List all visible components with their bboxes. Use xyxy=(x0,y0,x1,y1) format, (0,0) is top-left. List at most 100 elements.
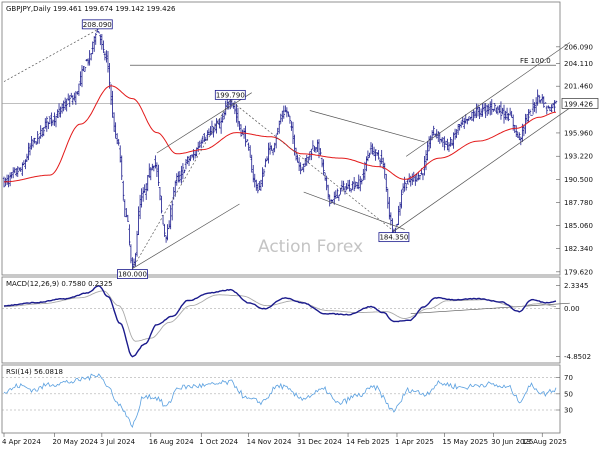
price-bar xyxy=(440,138,443,143)
price-bar xyxy=(83,67,87,72)
x-tick-label: 16 Aug 2024 xyxy=(149,438,194,446)
price-bar xyxy=(507,113,510,122)
price-bar xyxy=(441,137,445,148)
price-bar xyxy=(288,115,292,124)
price-bar xyxy=(157,164,160,186)
price-bar xyxy=(232,102,235,109)
price-bar xyxy=(305,154,308,166)
price-bar xyxy=(138,194,142,220)
price-bar xyxy=(80,65,84,88)
price-bar xyxy=(175,173,178,186)
price-bar xyxy=(25,153,29,162)
rsi-panel-title: RSI(14) 56.0818 xyxy=(6,368,63,376)
price-bar xyxy=(39,125,42,139)
trendline-channel2-upper xyxy=(309,110,425,143)
price-bar xyxy=(204,136,208,141)
price-bar xyxy=(177,171,180,183)
price-panel xyxy=(1,1,561,276)
price-bar xyxy=(325,175,328,191)
price-bar xyxy=(281,110,284,122)
price-bar xyxy=(79,71,82,86)
price-bar xyxy=(453,128,457,140)
y-tick-label: 70 xyxy=(564,374,573,382)
price-bar xyxy=(178,171,182,183)
price-bar xyxy=(502,104,506,124)
price-bar xyxy=(501,107,504,115)
price-bar xyxy=(426,140,429,161)
price-bar xyxy=(278,120,281,134)
x-tick-label: 14 Nov 2024 xyxy=(247,438,292,446)
price-bar xyxy=(519,136,523,146)
price-bar xyxy=(149,167,152,181)
price-bar xyxy=(377,150,380,160)
trendline-channel3-upper xyxy=(405,42,570,157)
price-bar xyxy=(456,124,460,135)
moving-average xyxy=(4,85,557,183)
price-bar xyxy=(112,112,116,132)
price-bar xyxy=(67,93,70,101)
price-bar xyxy=(423,155,426,176)
y-tick-label: 0.00 xyxy=(564,305,580,313)
price-bar xyxy=(398,201,402,216)
price-bar xyxy=(203,132,206,143)
price-bar xyxy=(374,149,377,161)
price-bar xyxy=(346,179,350,190)
price-bar xyxy=(372,146,376,157)
price-bar xyxy=(287,111,290,117)
callout-box xyxy=(117,269,148,280)
price-bar xyxy=(18,167,21,171)
macd-lines xyxy=(3,285,557,358)
price-bar xyxy=(343,186,347,195)
price-bar xyxy=(481,103,484,117)
fib-level-label: FE 100.0 xyxy=(520,57,551,65)
price-bar xyxy=(163,224,166,237)
price-bar xyxy=(36,131,39,144)
x-tick-label: 20 May 2024 xyxy=(52,438,98,446)
price-bar xyxy=(218,118,221,129)
price-bar xyxy=(484,103,487,119)
price-bar xyxy=(473,110,477,119)
price-bar xyxy=(146,175,149,192)
price-bar xyxy=(515,125,518,138)
price-bar xyxy=(495,107,498,114)
price-bar xyxy=(93,36,96,52)
sma-line xyxy=(4,85,557,183)
price-bar xyxy=(209,126,212,136)
price-bar xyxy=(323,172,327,181)
callout-box xyxy=(378,232,410,243)
trendline-dotted-top-left xyxy=(3,29,98,82)
price-bar xyxy=(195,147,198,157)
x-tick-label: 30 Jun 2025 xyxy=(491,438,533,446)
price-bar xyxy=(437,131,440,143)
price-bar xyxy=(122,180,125,201)
price-bar xyxy=(206,130,209,141)
price-bar xyxy=(354,181,357,188)
price-bar xyxy=(65,98,68,112)
y-tick-label: 195.960 xyxy=(564,129,593,137)
y-axis-ticks: 206.090 204.110 201.460 195.960 193.220 190.5… xyxy=(556,43,593,415)
price-bar xyxy=(238,121,241,131)
x-tick-label: 1 Apr 2025 xyxy=(395,438,434,446)
price-bar xyxy=(504,110,507,120)
price-bar xyxy=(508,107,512,116)
price-bar xyxy=(492,108,495,112)
trendline-channel1-lower xyxy=(132,203,240,269)
price-bar xyxy=(482,103,486,112)
y-tick-label: 193.220 xyxy=(564,153,593,161)
trendline-dotted-fall xyxy=(230,100,395,232)
callout-label: 180.000 xyxy=(118,271,147,279)
callout-label: 184.350 xyxy=(379,234,408,242)
price-bar xyxy=(267,142,270,164)
price-bar xyxy=(13,167,16,174)
price-bar xyxy=(307,156,310,164)
price-bar xyxy=(496,105,500,115)
price-bar xyxy=(41,127,44,138)
price-bar xyxy=(478,106,481,120)
price-bar xyxy=(8,172,12,187)
price-bar xyxy=(51,119,55,126)
price-bar xyxy=(94,32,97,45)
price-bar xyxy=(10,172,13,179)
price-bar xyxy=(404,183,408,191)
price-bar xyxy=(362,168,365,181)
price-bar xyxy=(255,179,258,191)
